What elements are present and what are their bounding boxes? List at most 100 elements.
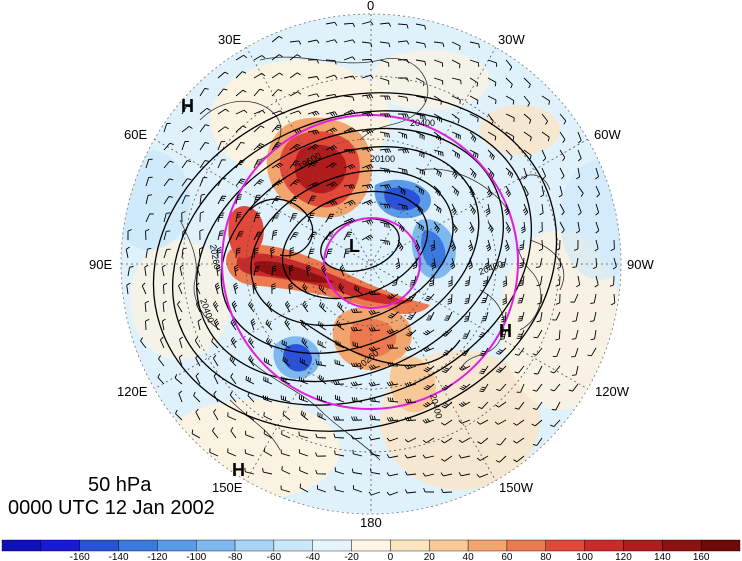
wind-barb [458, 472, 471, 477]
wind-barb [423, 365, 435, 373]
wind-barb [397, 239, 404, 252]
wind-barb [307, 160, 318, 169]
wind-barb [361, 21, 374, 26]
colorbar-box [79, 539, 119, 552]
wind-barb [450, 257, 456, 270]
wind-barb [533, 329, 543, 339]
wind-barb [199, 211, 205, 223]
colorbar-tick-label: -60 [267, 552, 282, 561]
wind-barb [577, 185, 584, 197]
wind-barb [518, 257, 525, 269]
wind-barb [513, 455, 525, 463]
wind-barb [516, 329, 525, 339]
wind-barb [539, 203, 544, 216]
wind-barb [504, 239, 510, 252]
colorbar-box [312, 539, 352, 552]
wind-barb [300, 410, 309, 421]
wind-barb [441, 401, 453, 409]
wind-barb [227, 448, 237, 457]
wind-barb [532, 383, 543, 392]
wind-barb [433, 41, 445, 48]
colorbar: -160 -140 -120 -100 -80 -60 -40 -20 0 20 40 60 80 100… [1, 539, 741, 561]
wind-barb [522, 203, 529, 216]
longitude-label-120e: 120E [117, 384, 148, 399]
wind-barb [299, 357, 309, 367]
colorbar-tick-label: -140 [109, 552, 129, 561]
wind-barb [336, 320, 345, 331]
wind-barb [263, 429, 273, 439]
wind-barb [590, 293, 597, 304]
wind-barb [523, 95, 531, 107]
wind-barb [145, 176, 153, 187]
wind-barb [343, 184, 356, 190]
wind-barb [479, 347, 489, 357]
wind-barb [178, 282, 183, 295]
wind-barb [211, 337, 219, 349]
wind-barb [253, 125, 265, 133]
wind-barb [397, 77, 409, 82]
wind-barb [541, 149, 547, 162]
wind-barb [230, 336, 237, 349]
wind-barb [235, 89, 247, 97]
colorbar-box [351, 539, 391, 552]
wind-barb [162, 282, 168, 295]
wind-barb [157, 373, 165, 385]
wind-barb [288, 282, 294, 295]
wind-barb [478, 329, 489, 338]
wind-barb [266, 337, 273, 349]
wind-barb [379, 221, 390, 229]
colorbar-box [40, 539, 80, 552]
wind-barb [213, 318, 220, 331]
wind-barb [316, 395, 327, 403]
wind-barb [126, 282, 131, 295]
wind-barb [235, 231, 244, 241]
wind-barb [233, 282, 239, 295]
wind-barb [161, 264, 166, 277]
wind-barb [422, 346, 435, 352]
wind-barb [464, 293, 471, 305]
wind-barb [458, 437, 471, 443]
wind-barb [440, 472, 453, 477]
wind-barb [559, 221, 565, 234]
wind-barb [263, 412, 273, 421]
wind-barb [144, 300, 149, 313]
wind-barb [289, 110, 302, 115]
wind-barb [458, 454, 471, 459]
wind-barb [352, 449, 363, 457]
wind-barb [271, 229, 278, 241]
wind-barb [404, 454, 417, 459]
wind-barb [368, 436, 381, 441]
wind-barb [442, 347, 453, 356]
colorbar-tick-label: -160 [70, 552, 90, 561]
wind-barb [144, 264, 149, 277]
wind-barb [245, 430, 255, 439]
wind-barb [325, 21, 338, 26]
wind-barb [127, 229, 132, 240]
wind-barb [469, 77, 479, 87]
wind-barb [424, 293, 435, 302]
wind-barb [245, 375, 255, 385]
wind-barb [423, 383, 435, 391]
wind-barb [386, 472, 399, 477]
wind-barb [289, 160, 300, 169]
wind-barb [271, 283, 276, 295]
wind-barb [300, 320, 309, 331]
wind-barb [538, 221, 543, 233]
wind-barb [302, 283, 309, 295]
wind-barb [504, 203, 510, 216]
wind-barb [244, 449, 255, 457]
wind-barb [217, 71, 229, 79]
wind-barb [576, 167, 581, 180]
wind-barb [343, 217, 356, 224]
wind-barb [343, 248, 351, 259]
wind-barb [299, 376, 309, 385]
wind-barb [196, 264, 201, 277]
wind-barb [191, 429, 201, 439]
wind-barb [199, 160, 210, 169]
wind-barb [441, 419, 453, 426]
wind-barb [343, 109, 356, 115]
wind-barb [271, 89, 283, 97]
wind-barb [350, 381, 363, 387]
wind-barb [487, 113, 494, 125]
wind-barb [513, 437, 525, 444]
